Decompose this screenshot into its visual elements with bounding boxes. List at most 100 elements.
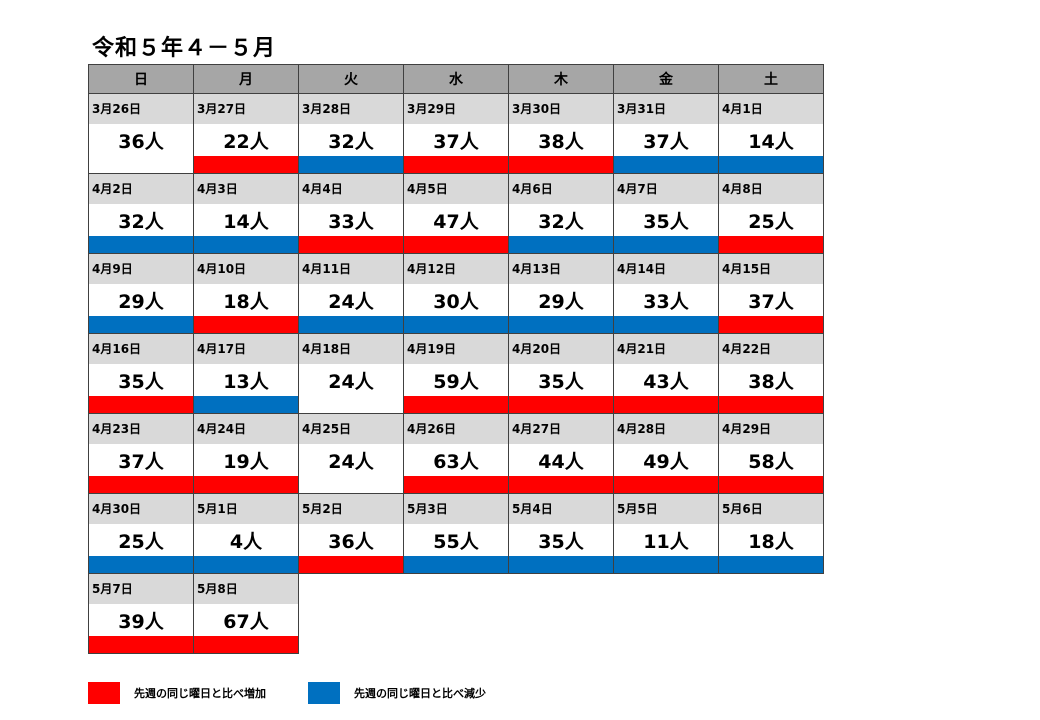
decrease-bar	[89, 316, 193, 333]
day-cell: 4月20日 35人	[508, 333, 614, 414]
increase-swatch	[88, 682, 120, 704]
week-row: 4月23日 37人 4月24日 19人 4月25日 24人 4月26日 63人 4月27日 44人…	[88, 413, 824, 494]
weekday-header-wed: 水	[403, 64, 509, 94]
day-date: 4月21日	[614, 334, 718, 364]
day-cell: 3月29日 37人	[403, 93, 509, 174]
neutral-bar	[299, 476, 403, 493]
increase-bar	[194, 316, 298, 333]
day-date: 4月9日	[89, 254, 193, 284]
day-count: 37人	[748, 290, 794, 313]
day-count: 39人	[118, 610, 164, 633]
day-count: 29人	[118, 290, 164, 313]
day-count: 18人	[223, 290, 269, 313]
day-count: 33人	[643, 290, 689, 313]
day-count: 19人	[223, 450, 269, 473]
day-cell: 4月29日 58人	[718, 413, 824, 494]
day-count: 18人	[748, 530, 794, 553]
day-cell: 3月28日 32人	[298, 93, 404, 174]
day-count: 35人	[118, 370, 164, 393]
weekday-header-thu: 木	[508, 64, 614, 94]
decrease-bar	[89, 236, 193, 253]
increase-bar	[89, 476, 193, 493]
day-cell: 4月27日 44人	[508, 413, 614, 494]
increase-bar	[404, 156, 508, 173]
day-count: 4人	[229, 530, 263, 553]
increase-bar	[404, 476, 508, 493]
weekday-header-tue: 火	[298, 64, 404, 94]
increase-bar	[719, 236, 823, 253]
increase-bar	[509, 156, 613, 173]
day-cell: 4月1日 14人	[718, 93, 824, 174]
increase-bar	[299, 556, 403, 573]
day-cell: 4月2日 32人	[88, 173, 194, 254]
decrease-bar	[719, 156, 823, 173]
day-date: 4月3日	[194, 174, 298, 204]
day-cell: 3月27日 22人	[193, 93, 299, 174]
page-title: 令和５年４－５月	[92, 36, 277, 61]
day-cell: 5月8日 67人	[193, 573, 299, 654]
legend: 先週の同じ曜日と比べ増加 先週の同じ曜日と比べ減少	[88, 682, 528, 704]
empty-cell	[718, 573, 824, 654]
day-date: 4月17日	[194, 334, 298, 364]
increase-bar	[614, 396, 718, 413]
legend-increase: 先週の同じ曜日と比べ増加	[88, 682, 266, 704]
day-cell: 4月28日 49人	[613, 413, 719, 494]
day-cell: 4月8日 25人	[718, 173, 824, 254]
day-date: 5月8日	[194, 574, 298, 604]
day-date: 3月30日	[509, 94, 613, 124]
day-cell: 5月6日 18人	[718, 493, 824, 574]
day-date: 4月10日	[194, 254, 298, 284]
increase-bar	[719, 476, 823, 493]
day-cell: 4月3日 14人	[193, 173, 299, 254]
decrease-bar	[404, 316, 508, 333]
day-date: 4月16日	[89, 334, 193, 364]
day-date: 4月30日	[89, 494, 193, 524]
day-cell: 4月30日 25人	[88, 493, 194, 574]
week-row: 4月2日 32人 4月3日 14人 4月4日 33人 4月5日 47人 4月6日 32人 4月7日 3…	[88, 173, 824, 254]
day-date: 4月23日	[89, 414, 193, 444]
day-date: 4月26日	[404, 414, 508, 444]
day-cell: 5月7日 39人	[88, 573, 194, 654]
neutral-bar	[89, 156, 193, 173]
day-count: 47人	[433, 210, 479, 233]
day-cell: 4月6日 32人	[508, 173, 614, 254]
day-date: 4月14日	[614, 254, 718, 284]
day-count: 24人	[328, 370, 374, 393]
decrease-bar	[299, 156, 403, 173]
day-cell: 4月18日 24人	[298, 333, 404, 414]
day-count: 32人	[328, 130, 374, 153]
day-count: 14人	[223, 210, 269, 233]
day-date: 5月4日	[509, 494, 613, 524]
increase-bar	[719, 396, 823, 413]
day-cell: 3月30日 38人	[508, 93, 614, 174]
weekday-header-mon: 月	[193, 64, 299, 94]
decrease-bar	[509, 316, 613, 333]
week-row: 4月9日 29人 4月10日 18人 4月11日 24人 4月12日 30人 4月13日 29人 4…	[88, 253, 824, 334]
empty-cell	[403, 573, 509, 654]
day-count: 58人	[748, 450, 794, 473]
day-cell: 4月19日 59人	[403, 333, 509, 414]
day-date: 4月27日	[509, 414, 613, 444]
legend-decrease-label: 先週の同じ曜日と比べ減少	[354, 687, 486, 700]
day-date: 4月4日	[299, 174, 403, 204]
day-cell: 4月11日 24人	[298, 253, 404, 334]
day-date: 5月2日	[299, 494, 403, 524]
day-cell: 4月9日 29人	[88, 253, 194, 334]
decrease-swatch	[308, 682, 340, 704]
increase-bar	[299, 236, 403, 253]
day-count: 43人	[643, 370, 689, 393]
increase-bar	[194, 476, 298, 493]
day-count: 59人	[433, 370, 479, 393]
increase-bar	[614, 476, 718, 493]
day-count: 44人	[538, 450, 584, 473]
day-cell: 4月14日 33人	[613, 253, 719, 334]
increase-bar	[509, 396, 613, 413]
day-count: 33人	[328, 210, 374, 233]
decrease-bar	[719, 556, 823, 573]
decrease-bar	[614, 316, 718, 333]
weekday-header-sun: 日	[88, 64, 194, 94]
day-count: 14人	[748, 130, 794, 153]
day-date: 3月29日	[404, 94, 508, 124]
increase-bar	[404, 236, 508, 253]
day-cell: 4月24日 19人	[193, 413, 299, 494]
